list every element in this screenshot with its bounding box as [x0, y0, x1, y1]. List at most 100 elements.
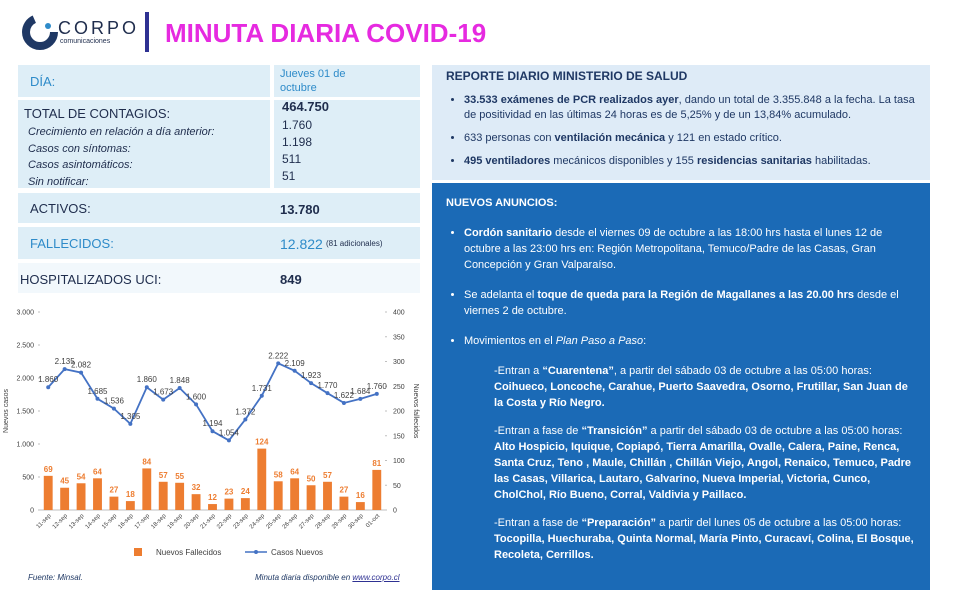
total-value-box: 464.750 1.760 1.198 511 51	[274, 99, 420, 188]
bar-label: 50	[307, 474, 316, 483]
icu-label: HOSPITALIZADOS UCI:	[20, 272, 162, 287]
detail-value: 1.760	[282, 118, 313, 132]
detail-label: Sin notificar:	[28, 175, 89, 188]
detail-value: 1.198	[282, 135, 313, 149]
line-label: 1.860	[38, 375, 59, 384]
y2-tick-label: 0	[393, 508, 397, 515]
deaths-value: 12.822	[280, 236, 323, 252]
report-panel: REPORTE DIARIO MINISTERIO DE SALUD 33.53…	[432, 65, 930, 180]
y2-tick-label: 350	[393, 334, 405, 341]
emph: Cordón sanitario	[464, 227, 553, 239]
emph: “Preparación”	[581, 517, 657, 529]
line-marker	[341, 400, 346, 405]
bar	[60, 487, 70, 510]
report-item: 633 personas con ventilación mecánica y …	[464, 131, 916, 146]
line-marker	[128, 421, 133, 426]
report-item: 495 ventiladores mecánicos disponibles y…	[464, 154, 916, 169]
announcement: Movimientos en el Plan Paso a Paso:	[464, 333, 916, 349]
bar	[125, 501, 135, 510]
x-tick-label: 16-sep	[118, 513, 136, 531]
footer-text: Minuta diaria disponible en	[255, 573, 353, 582]
bar-label: 16	[356, 491, 365, 500]
emph: residencias sanitarias	[696, 155, 812, 167]
bar-label: 23	[224, 488, 233, 497]
line-marker	[226, 438, 231, 443]
line-label: 1.760	[367, 382, 388, 391]
y-tick-label: 2.000	[16, 376, 34, 383]
y-tick-label: 1.500	[16, 409, 34, 416]
y-tick-label: 2.500	[16, 343, 34, 350]
line-label: 1.770	[317, 381, 338, 390]
icu-box: HOSPITALIZADOS UCI: 849	[18, 263, 420, 293]
text: y 121 en estado crítico.	[665, 132, 782, 144]
report-item: 33.533 exámenes de PCR realizados ayer, …	[464, 93, 916, 123]
bar	[158, 481, 168, 510]
line	[47, 362, 378, 442]
y2-tick-label: 300	[393, 359, 405, 366]
details-values: 1.760 1.198 511 51	[282, 117, 312, 185]
bar-label: 58	[274, 470, 283, 479]
y2-tick-label: 100	[393, 458, 405, 465]
bar	[339, 496, 349, 510]
day-value: Jueves 01 de octubre	[280, 68, 346, 94]
footer-link[interactable]: www.corpo.cl	[352, 573, 400, 582]
line-marker	[292, 368, 297, 373]
x-tick-label: 28-sep	[315, 513, 333, 531]
line-marker	[111, 406, 116, 411]
bar	[76, 483, 86, 510]
text: desde el viernes 09 de octubre a las 18:…	[464, 227, 883, 271]
x-tick-label: 12-sep	[52, 513, 70, 531]
line-marker	[358, 396, 363, 401]
bar-label: 24	[241, 487, 250, 496]
announcement: Se adelanta el toque de queda para la Re…	[464, 287, 916, 319]
announcements-title: NUEVOS ANUNCIOS:	[446, 197, 558, 209]
total-label-box: TOTAL DE CONTAGIOS: Crecimiento en relac…	[18, 100, 270, 188]
bar-label: 57	[159, 471, 168, 480]
bar	[175, 482, 185, 510]
y2-tick-label: 150	[393, 433, 405, 440]
bar	[257, 448, 267, 510]
line-marker	[62, 367, 67, 372]
detail-value: 51	[282, 169, 296, 183]
y2-tick-label: 400	[393, 310, 405, 317]
text: :	[643, 335, 647, 347]
detail-label: Crecimiento en relación a día anterior:	[28, 126, 215, 138]
bar-label: 64	[290, 467, 299, 476]
line-marker	[243, 417, 248, 422]
y2-axis-title: Nuevos fallecidos	[412, 384, 419, 439]
x-tick-label: 29-sep	[331, 513, 349, 531]
detail-label: Casos con síntomas:	[28, 142, 131, 155]
line-label: 1.536	[104, 397, 125, 406]
phase: -Entran a fase de “Preparación” a partir…	[494, 515, 916, 563]
footer-source: Fuente: Minsal.	[28, 573, 83, 582]
logo-text: CORPO	[58, 18, 140, 38]
announcement: Cordón sanitario desde el viernes 09 de …	[464, 225, 916, 273]
x-tick-label: 27-sep	[298, 513, 316, 531]
y-axis-title: Nuevos casos	[3, 389, 10, 433]
bar-label: 84	[142, 457, 151, 466]
bar	[306, 485, 316, 510]
bar	[372, 469, 382, 510]
text: -Entran a fase de	[494, 425, 582, 437]
text: desde el viernes 2 de octubre.	[464, 289, 899, 317]
line-marker	[194, 402, 199, 407]
bar-label: 55	[175, 472, 184, 481]
bar-label: 81	[372, 459, 381, 468]
y2-tick-label: 50	[393, 483, 401, 490]
bar	[355, 502, 365, 510]
chart: 0 500 1.000 1.500 2.000 2.500 3.000 0 50 100 150 20…	[3, 310, 419, 558]
emph: 33.533 exámenes de PCR realizados ayer	[464, 94, 679, 106]
text: 633 personas con	[464, 132, 555, 144]
x-tick-label: 25-sep	[265, 513, 283, 531]
line-label: 1.731	[252, 384, 273, 393]
detail-label: Casos asintomáticos:	[28, 159, 133, 171]
line-label: 1.684	[350, 387, 371, 396]
bar	[208, 504, 217, 510]
communes: Tocopilla, Huechuraba, Quinta Normal, Ma…	[494, 533, 914, 561]
bar-label: 64	[93, 467, 102, 476]
bar	[93, 478, 102, 510]
communes: Alto Hospicio, Iquique, Copiapó, Tierra …	[494, 441, 912, 501]
bar	[290, 478, 300, 510]
bar	[323, 481, 332, 510]
